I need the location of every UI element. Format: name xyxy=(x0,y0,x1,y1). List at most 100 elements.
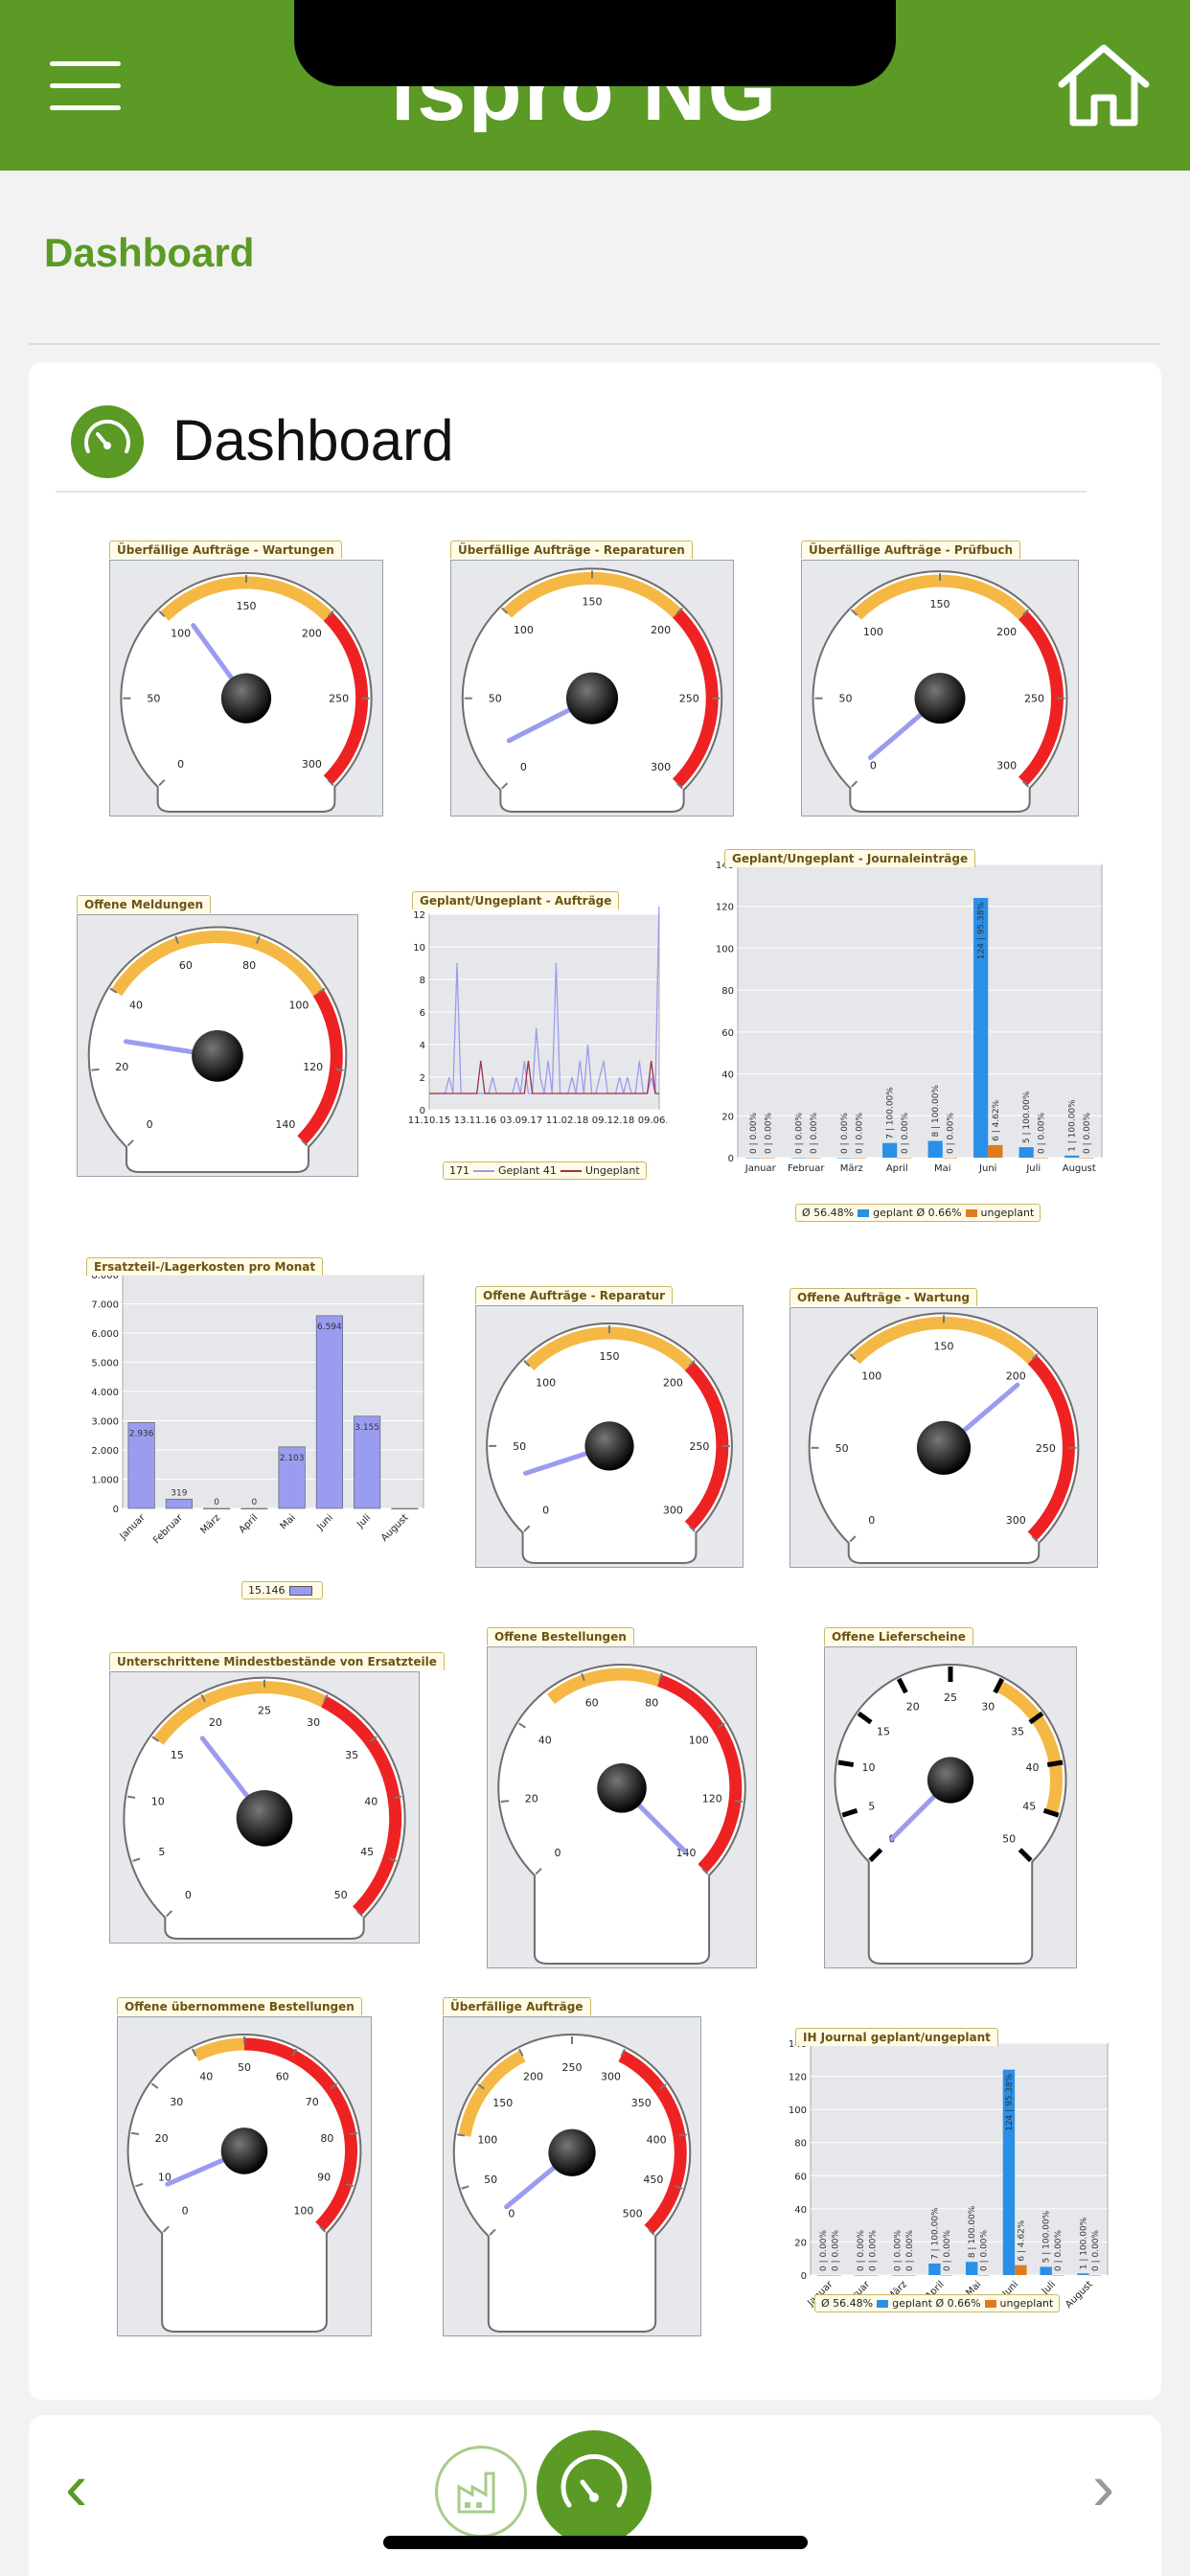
x-tick-label: Juli xyxy=(355,1512,373,1530)
x-tick-label: April xyxy=(886,1163,908,1174)
gauge-tick-label: 100 xyxy=(689,1734,709,1746)
gauge-panel: 0 50 100 150 200 250 300 350 400 450 500 xyxy=(443,2016,701,2336)
legend-label: geplant xyxy=(892,2297,932,2310)
gauge-title: Unterschrittene Mindestbestände von Ersa… xyxy=(109,1652,445,1670)
x-tick-label: Juli xyxy=(1025,1163,1041,1174)
bar xyxy=(791,1158,807,1159)
legend-total: 171 xyxy=(449,1164,469,1177)
gauge-tick-label: 200 xyxy=(523,2071,543,2083)
card-divider xyxy=(56,491,1087,493)
data-label: 0 | 0.00% xyxy=(764,1112,773,1154)
y-tick-label: 12 xyxy=(413,910,425,921)
gauge-tick xyxy=(535,1868,542,1875)
x-tick-label: 13.11.16 xyxy=(454,1116,497,1126)
gauge-title: Überfällige Aufträge xyxy=(443,1997,591,2015)
bar xyxy=(1002,2069,1016,2275)
data-label: 2.936 xyxy=(129,1429,154,1438)
bar xyxy=(965,2262,978,2275)
gauge-tick-label: 40 xyxy=(129,1000,143,1012)
bar xyxy=(1040,2266,1052,2275)
gauge-tick-label: 140 xyxy=(275,1118,295,1131)
gauge-tick xyxy=(734,1800,744,1803)
hamburger-menu-icon[interactable] xyxy=(50,61,121,111)
gauge-panel: 0 50 100 150 200 250 300 xyxy=(475,1305,744,1568)
chart-panel: 0 1.000 2.000 3.000 4.000 5.000 6.000 7.000 8.00… xyxy=(77,1261,431,1552)
gauge-title: Überfällige Aufträge - Reparaturen xyxy=(450,540,693,559)
x-tick-label: 03.09.17 xyxy=(500,1116,543,1126)
gauge-tick-label: 90 xyxy=(317,2171,331,2183)
gauge-tick-label: 40 xyxy=(199,2071,213,2083)
gauge-tick-label: 80 xyxy=(242,959,256,972)
bar xyxy=(278,1446,306,1509)
legend-swatch xyxy=(965,1209,977,1217)
gauge-tick-label: 200 xyxy=(302,627,322,639)
bar xyxy=(745,1158,761,1159)
legend-swatch xyxy=(288,1586,312,1596)
y-tick-label: 6.000 xyxy=(91,1329,119,1340)
gauge-tick-label: 300 xyxy=(996,759,1017,771)
gauge-tick xyxy=(518,2048,524,2057)
gauge-warning-band xyxy=(193,2037,245,2062)
gauge-tick-label: 500 xyxy=(623,2207,643,2220)
data-label: 0 | 0.00% xyxy=(819,2229,829,2271)
data-label: 6 | 4.62% xyxy=(992,1099,1001,1141)
gauge-tick-label: 40 xyxy=(1025,1761,1039,1774)
gauge-tick-label: 15 xyxy=(877,1726,890,1738)
y-tick-label: 8 xyxy=(420,976,425,986)
chart-panel: 0 2 4 6 8 10 12 11.10.15 13.11.16 03.09.17 11.02.1… xyxy=(400,897,680,1133)
gauge-hub xyxy=(220,673,272,724)
gauge-title: Offene übernommene Bestellungen xyxy=(117,1997,362,2015)
y-tick-label: 120 xyxy=(716,903,734,913)
gauge-tick-label: 300 xyxy=(651,761,671,773)
gauge-tick-label: 250 xyxy=(689,1440,709,1453)
gauge-tick-label: 100 xyxy=(477,2133,497,2146)
x-tick-label: Mai xyxy=(279,1512,298,1531)
bar xyxy=(851,1158,866,1159)
gauge-tick xyxy=(675,2185,683,2190)
dashboard-nav-button[interactable] xyxy=(537,2430,652,2545)
gauge-dial: 0 50 100 150 200 250 300 xyxy=(812,570,1068,813)
gauge-tick-label: 0 xyxy=(870,759,877,771)
chart-title: IH Journal geplant/ungeplant xyxy=(795,2028,998,2046)
y-tick-label: 8.000 xyxy=(91,1271,119,1281)
home-icon[interactable] xyxy=(1054,40,1154,130)
gauge-warning-band xyxy=(153,1681,327,1745)
gauge-face xyxy=(834,1664,1067,1965)
bar xyxy=(1051,2275,1064,2276)
gauge-tick-label: 100 xyxy=(293,2204,313,2217)
gauge-tick xyxy=(301,1139,309,1147)
bar xyxy=(973,897,989,1158)
gauge-tick-label: 70 xyxy=(306,2096,319,2108)
gauge-hub xyxy=(192,1030,243,1082)
gauge-tick xyxy=(151,1736,160,1742)
y-tick-label: 40 xyxy=(721,1070,734,1081)
data-label: 8 | 100.00% xyxy=(968,2205,977,2258)
chevron-left-icon[interactable]: ‹ xyxy=(65,2450,88,2524)
gauge-tick-label: 10 xyxy=(151,1796,165,1808)
gauge-title: Offene Lieferscheine xyxy=(824,1627,973,1645)
data-label: 8 | 100.00% xyxy=(931,1085,941,1138)
chevron-right-icon[interactable]: › xyxy=(1092,2450,1115,2524)
factory-icon[interactable] xyxy=(435,2446,527,2538)
gauge-tick-label: 200 xyxy=(651,624,671,636)
gauge-dial: 0 50 100 150 200 250 300 xyxy=(120,572,373,813)
gauge-tick xyxy=(1046,1760,1064,1767)
gauge-title: Überfällige Aufträge - Wartungen xyxy=(109,540,342,559)
gauge-tick-label: 15 xyxy=(171,1749,184,1761)
chart-svg: 020406080100120140Januar0 | 0.00%0 | 0.0… xyxy=(716,861,1103,1174)
gauge-tick-label: 25 xyxy=(944,1691,957,1704)
legend-label: ungeplant xyxy=(999,2297,1054,2310)
bar xyxy=(942,1158,957,1159)
bar xyxy=(806,1158,821,1159)
y-tick-label: 120 xyxy=(789,2073,807,2083)
chart-svg: 0 1.000 2.000 3.000 4.000 5.000 6.000 7.000 8.00… xyxy=(91,1271,424,1546)
x-tick-label: 11.02.18 xyxy=(546,1116,589,1126)
gauge-tick-label: 300 xyxy=(663,1504,683,1516)
gauge-title: Überfällige Aufträge - Prüfbuch xyxy=(801,540,1021,559)
gauge-tick xyxy=(158,779,166,787)
gauge-face xyxy=(126,2034,362,2333)
bar xyxy=(854,2275,867,2276)
gauge-tick xyxy=(457,2133,466,2137)
bar xyxy=(760,1158,775,1159)
